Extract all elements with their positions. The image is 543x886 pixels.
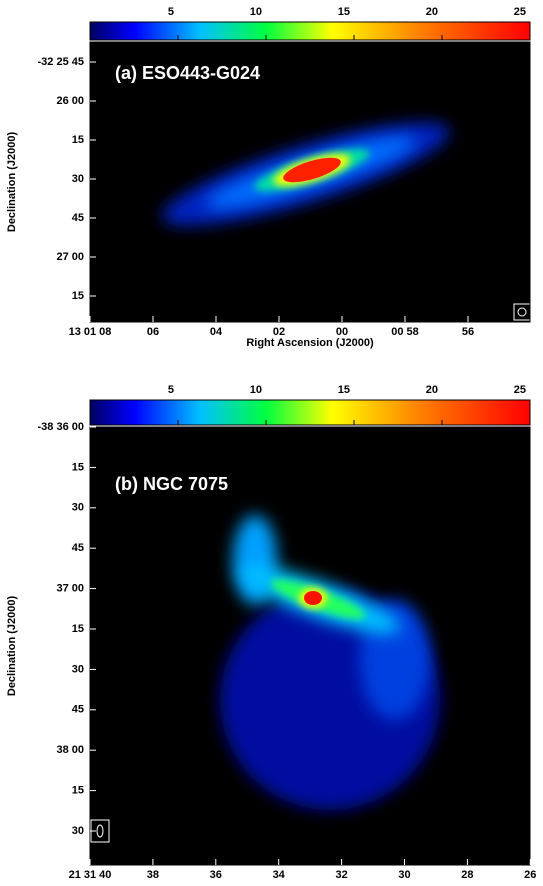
x-tick-label: 32 [335,869,347,881]
colorbar-tick-label: 15 [338,384,350,396]
colorbar-tick-label: 25 [514,6,526,18]
x-tick-label: 00 58 [391,326,419,338]
x-tick-label: 28 [461,869,473,881]
x-tick-label: 34 [273,869,286,881]
y-axis-label: Declination (J2000) [6,596,18,697]
x-tick-label: 00 [336,326,348,338]
y-axis-label: Declination (J2000) [6,132,18,233]
x-tick-label: 56 [462,326,474,338]
y-tick-label: 15 [72,134,84,146]
x-axis-label: Right Ascension (J2000) [246,337,374,349]
y-tick-label: 45 [72,212,84,224]
x-tick-label: 38 [147,869,159,881]
colorbar-tick-label: 10 [250,6,262,18]
y-tick-label: 38 00 [56,744,84,756]
x-tick-label: 06 [147,326,159,338]
panel-label: (b) NGC 7075 [115,474,228,494]
annotations: 5 10 15 20 25 (a) ESO443-G024 -32 25 45 26 00 15… [6,6,537,886]
y-tick-label: 26 00 [56,95,84,107]
y-tick-label: 30 [72,502,84,514]
y-tick-label: 37 00 [56,583,84,595]
panel-label: (a) ESO443-G024 [115,63,260,83]
colorbar [89,399,531,426]
image-a [90,42,531,322]
y-tick-label: 30 [72,663,84,675]
colorbar-tick-label: 15 [338,6,350,18]
x-tick-label: 26 [524,869,536,881]
colorbar-tick-label: 20 [426,384,438,396]
y-tick-label: 30 [72,173,84,185]
y-tick-label: 27 00 [56,251,84,263]
colorbar [89,21,531,41]
x-tick-label: 02 [273,326,285,338]
y-tick-label: 45 [72,542,84,554]
frame [89,41,531,323]
x-tick-label: 30 [398,869,410,881]
x-tick-label: 36 [210,869,222,881]
y-tick-label: 15 [72,290,84,302]
x-tick-label: 21 31 40 [69,869,112,881]
x-tick-label: 04 [210,326,223,338]
y-tick-label: 15 [72,785,84,797]
y-tick-label: -32 25 45 [38,56,84,68]
y-tick-label: 30 [72,825,84,837]
colorbar-tick-label: 5 [168,384,174,396]
x-tick-label: 13 01 08 [69,326,112,338]
y-tick-label: 45 [72,704,84,716]
y-tick-label: 15 [72,623,84,635]
frame [89,426,531,866]
y-tick-label: 15 [72,461,84,473]
colorbar-tick-label: 5 [168,6,174,18]
colorbar-tick-label: 25 [514,384,526,396]
y-tick-label: -38 36 00 [38,421,84,433]
colorbar-tick-label: 10 [250,384,262,396]
colorbar-tick-label: 20 [426,6,438,18]
image-b [90,427,530,865]
